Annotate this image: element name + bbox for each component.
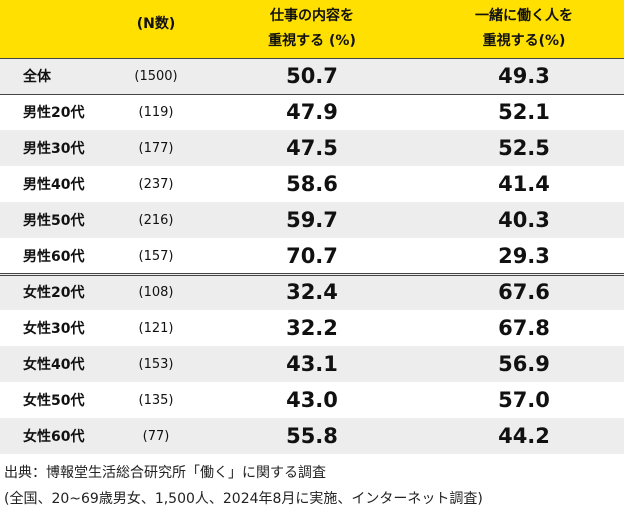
header-n-label: (N数) <box>136 16 176 32</box>
row-label: 女性20代 <box>23 285 85 301</box>
table-row: 女性60代 (77) 55.8 44.2 <box>0 418 624 454</box>
gender-divider <box>0 273 624 276</box>
table-row: 男性40代 (237) 58.6 41.4 <box>0 166 624 202</box>
row-coworkers-value: 44.2 <box>498 424 550 448</box>
row-job-content-value: 70.7 <box>286 244 338 268</box>
row-n: (237) <box>138 176 174 192</box>
row-n: (1500) <box>134 68 178 84</box>
header-job-content: 仕事の内容を 重視する (%) <box>200 0 424 58</box>
row-job-content-value: 58.6 <box>286 172 338 196</box>
row-coworkers-value: 56.9 <box>498 352 550 376</box>
header-coworkers: 一緒に働く人を 重視する(%) <box>424 0 624 58</box>
row-n: (153) <box>138 356 174 372</box>
header-coworkers-line2: 重視する(%) <box>482 33 566 49</box>
row-n: (157) <box>138 248 174 264</box>
row-label: 男性60代 <box>23 249 85 265</box>
row-coworkers-value: 67.8 <box>498 316 550 340</box>
row-label: 女性40代 <box>23 357 85 373</box>
table-footer: 出典：博報堂生活総合研究所「働く」に関する調査 (全国、20~69歳男女、1,5… <box>4 460 483 512</box>
table-row: 女性50代 (135) 43.0 57.0 <box>0 382 624 418</box>
survey-note: (全国、20~69歳男女、1,500人、2024年8月に実施、インターネット調査… <box>4 491 483 507</box>
row-label: 男性30代 <box>23 141 85 157</box>
row-job-content-value: 47.5 <box>286 136 338 160</box>
row-job-content-value: 43.1 <box>286 352 338 376</box>
row-coworkers-value: 52.5 <box>498 136 550 160</box>
header-divider <box>0 58 624 59</box>
row-n: (108) <box>138 284 174 300</box>
row-label: 女性50代 <box>23 393 85 409</box>
row-job-content-value: 32.2 <box>286 316 338 340</box>
row-n: (119) <box>138 104 174 120</box>
header-empty-cell <box>0 0 112 58</box>
total-divider <box>0 94 624 95</box>
row-label: 男性50代 <box>23 213 85 229</box>
row-label: 女性30代 <box>23 321 85 337</box>
row-coworkers-value: 29.3 <box>498 244 550 268</box>
source-text: 出典：博報堂生活総合研究所「働く」に関する調査 <box>4 465 326 481</box>
table-row: 女性20代 (108) 32.4 67.6 <box>0 274 624 310</box>
row-coworkers-value: 57.0 <box>498 388 550 412</box>
row-label: 男性20代 <box>23 105 85 121</box>
table-row: 男性50代 (216) 59.7 40.3 <box>0 202 624 238</box>
row-job-content-value: 43.0 <box>286 388 338 412</box>
row-job-content-value: 59.7 <box>286 208 338 232</box>
row-job-content-value: 47.9 <box>286 100 338 124</box>
row-coworkers-value: 67.6 <box>498 280 550 304</box>
row-n: (177) <box>138 140 174 156</box>
table-row: 女性30代 (121) 32.2 67.8 <box>0 310 624 346</box>
row-job-content-value: 55.8 <box>286 424 338 448</box>
header-coworkers-line1: 一緒に働く人を <box>475 8 573 24</box>
row-job-content-value: 50.7 <box>286 64 338 88</box>
row-coworkers-value: 49.3 <box>498 64 550 88</box>
row-coworkers-value: 41.4 <box>498 172 550 196</box>
row-coworkers-value: 52.1 <box>498 100 550 124</box>
table-row: 男性20代 (119) 47.9 52.1 <box>0 94 624 130</box>
header-n-count: (N数) <box>112 0 200 58</box>
row-label: 男性40代 <box>23 177 85 193</box>
row-n: (216) <box>138 212 174 228</box>
table-row: 男性30代 (177) 47.5 52.5 <box>0 130 624 166</box>
row-label: 全体 <box>23 69 51 85</box>
header-job-content-line2: 重視する (%) <box>268 33 356 49</box>
table-header: (N数) 仕事の内容を 重視する (%) 一緒に働く人を 重視する(%) <box>0 0 624 58</box>
table-row: 女性40代 (153) 43.1 56.9 <box>0 346 624 382</box>
row-n: (121) <box>138 320 174 336</box>
row-n: (77) <box>142 428 170 444</box>
row-coworkers-value: 40.3 <box>498 208 550 232</box>
survey-table: (N数) 仕事の内容を 重視する (%) 一緒に働く人を 重視する(%) 全体 … <box>0 0 624 454</box>
table-row: 男性60代 (157) 70.7 29.3 <box>0 238 624 274</box>
row-job-content-value: 32.4 <box>286 280 338 304</box>
header-job-content-line1: 仕事の内容を <box>270 8 354 24</box>
row-label: 女性60代 <box>23 429 85 445</box>
row-n: (135) <box>138 392 174 408</box>
table-row-total: 全体 (1500) 50.7 49.3 <box>0 58 624 94</box>
